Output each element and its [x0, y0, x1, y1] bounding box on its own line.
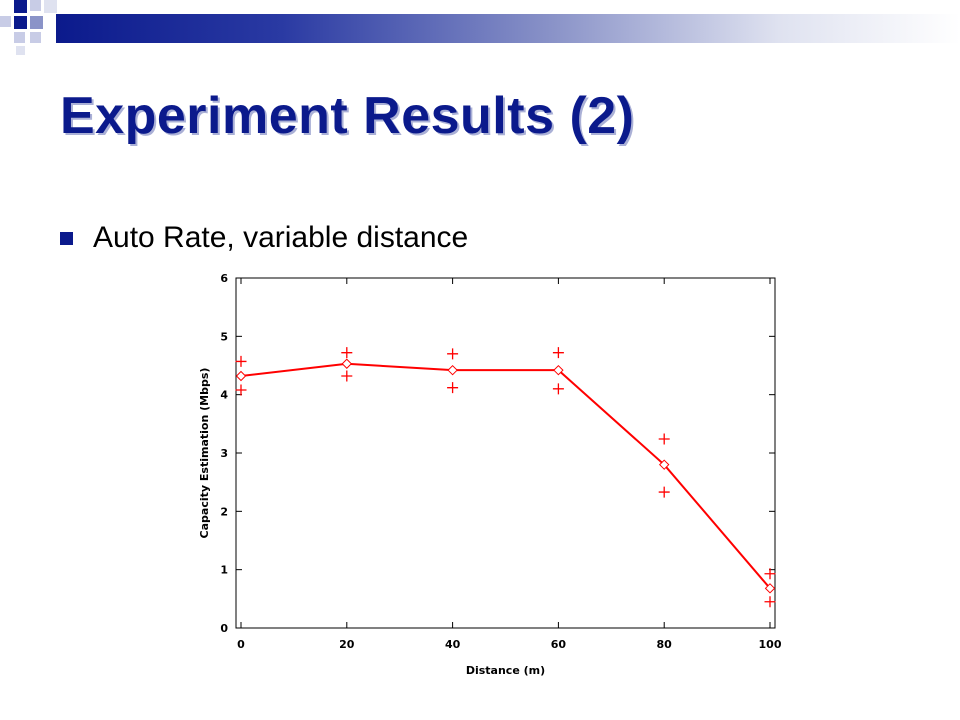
deco-square	[14, 32, 25, 43]
bullet-item: Auto Rate, variable distance	[60, 220, 468, 256]
y-tick-label: 5	[220, 330, 228, 343]
bullet-marker	[60, 231, 73, 245]
deco-square	[30, 16, 43, 29]
plot-frame	[235, 277, 776, 629]
decorative-squares	[0, 0, 57, 55]
x-tick-label: 0	[237, 638, 245, 651]
deco-square	[30, 32, 41, 43]
deco-square	[0, 16, 11, 27]
data-point-plus	[764, 568, 776, 580]
data-point-diamond	[764, 583, 776, 594]
data-point-plus	[341, 347, 353, 359]
series-line	[240, 362, 771, 589]
data-point-diamond	[447, 364, 458, 376]
x-tick-label: 60	[551, 638, 567, 651]
y-axis-label: Capacity Estimation (Mbps)	[198, 368, 211, 539]
y-tick-label: 3	[220, 447, 228, 460]
data-point-plus	[552, 383, 564, 395]
data-point-plus	[658, 433, 670, 445]
x-tick-label: 80	[657, 638, 673, 651]
data-point-plus	[447, 382, 459, 394]
data-point-plus	[552, 347, 564, 359]
data-point-plus	[764, 596, 776, 608]
data-point-plus	[447, 348, 459, 360]
deco-square	[16, 46, 25, 55]
x-tick-label: 100	[759, 638, 782, 651]
data-point-plus	[235, 355, 247, 367]
data-point-diamond	[553, 364, 564, 376]
y-tick-label: 2	[220, 505, 228, 518]
data-point-diamond	[235, 370, 247, 382]
x-axis-label: Distance (m)	[466, 664, 545, 677]
deco-square	[44, 0, 57, 13]
data-point-plus	[341, 370, 353, 382]
y-tick-label: 4	[220, 389, 228, 402]
bullet-text: Auto Rate, variable distance	[93, 221, 469, 254]
deco-square	[14, 0, 27, 13]
y-tick-label: 0	[220, 622, 228, 635]
data-point-plus	[658, 486, 670, 498]
deco-square	[30, 0, 41, 11]
data-point-diamond	[341, 358, 353, 369]
data-point-diamond	[658, 459, 670, 470]
deco-square	[14, 16, 27, 29]
slide-title: Experiment Results (2)	[60, 87, 635, 145]
y-tick-label: 1	[220, 564, 228, 577]
data-point-plus	[235, 384, 247, 396]
x-tick-label: 40	[445, 638, 461, 651]
header-gradient-bar	[56, 14, 960, 43]
x-tick-label: 20	[339, 638, 355, 651]
y-tick-label: 6	[220, 272, 228, 285]
